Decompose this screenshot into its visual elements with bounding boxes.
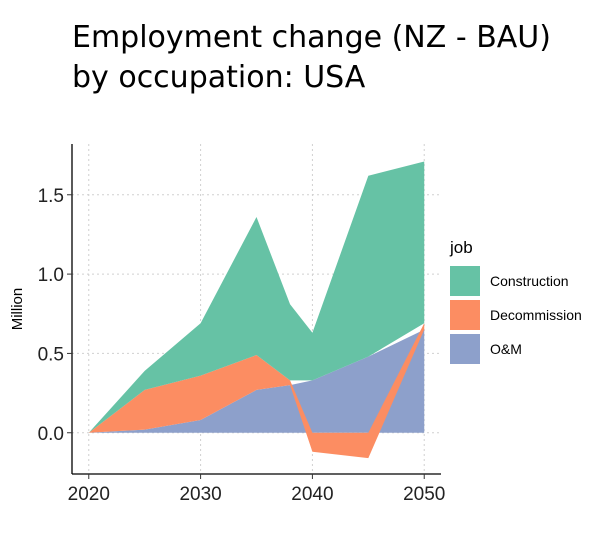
x-tick-label-3: 2050	[403, 484, 445, 505]
x-tick-label-2: 2040	[291, 484, 333, 505]
legend-swatch-o-m	[450, 334, 480, 364]
x-tick-label-1: 2030	[179, 484, 221, 505]
y-tick-label-1: 0.5	[38, 344, 64, 365]
area-decommission	[88, 323, 425, 459]
legend-label-construction: Construction	[490, 273, 569, 289]
y-tick-label-0: 0.0	[38, 424, 64, 445]
y-tick-label-2: 1.0	[38, 265, 64, 286]
chart-title-line-1: Employment change (NZ - BAU)	[72, 20, 551, 55]
area-construction	[88, 161, 425, 433]
chart-title: Employment change (NZ - BAU) by occupati…	[72, 18, 592, 98]
legend-label-decommission: Decommission	[490, 307, 582, 323]
tick-labels: 2020 2030 2040 2050 0.0 0.5 1.0 1.5	[38, 186, 446, 505]
y-axis-title: Million	[9, 288, 26, 331]
legend-title: job	[449, 238, 473, 257]
legend: job Construction Decommission O&M	[449, 238, 582, 364]
x-tick-label-0: 2020	[68, 484, 110, 505]
axes	[71, 144, 441, 475]
chart-title-line-2: by occupation: USA	[72, 60, 366, 95]
legend-swatch-decommission	[450, 300, 480, 330]
y-tick-label-3: 1.5	[38, 186, 64, 207]
legend-label-o-m: O&M	[490, 341, 522, 357]
area-o-m	[88, 329, 425, 433]
stacked-areas	[88, 161, 425, 459]
legend-swatch-construction	[450, 266, 480, 296]
